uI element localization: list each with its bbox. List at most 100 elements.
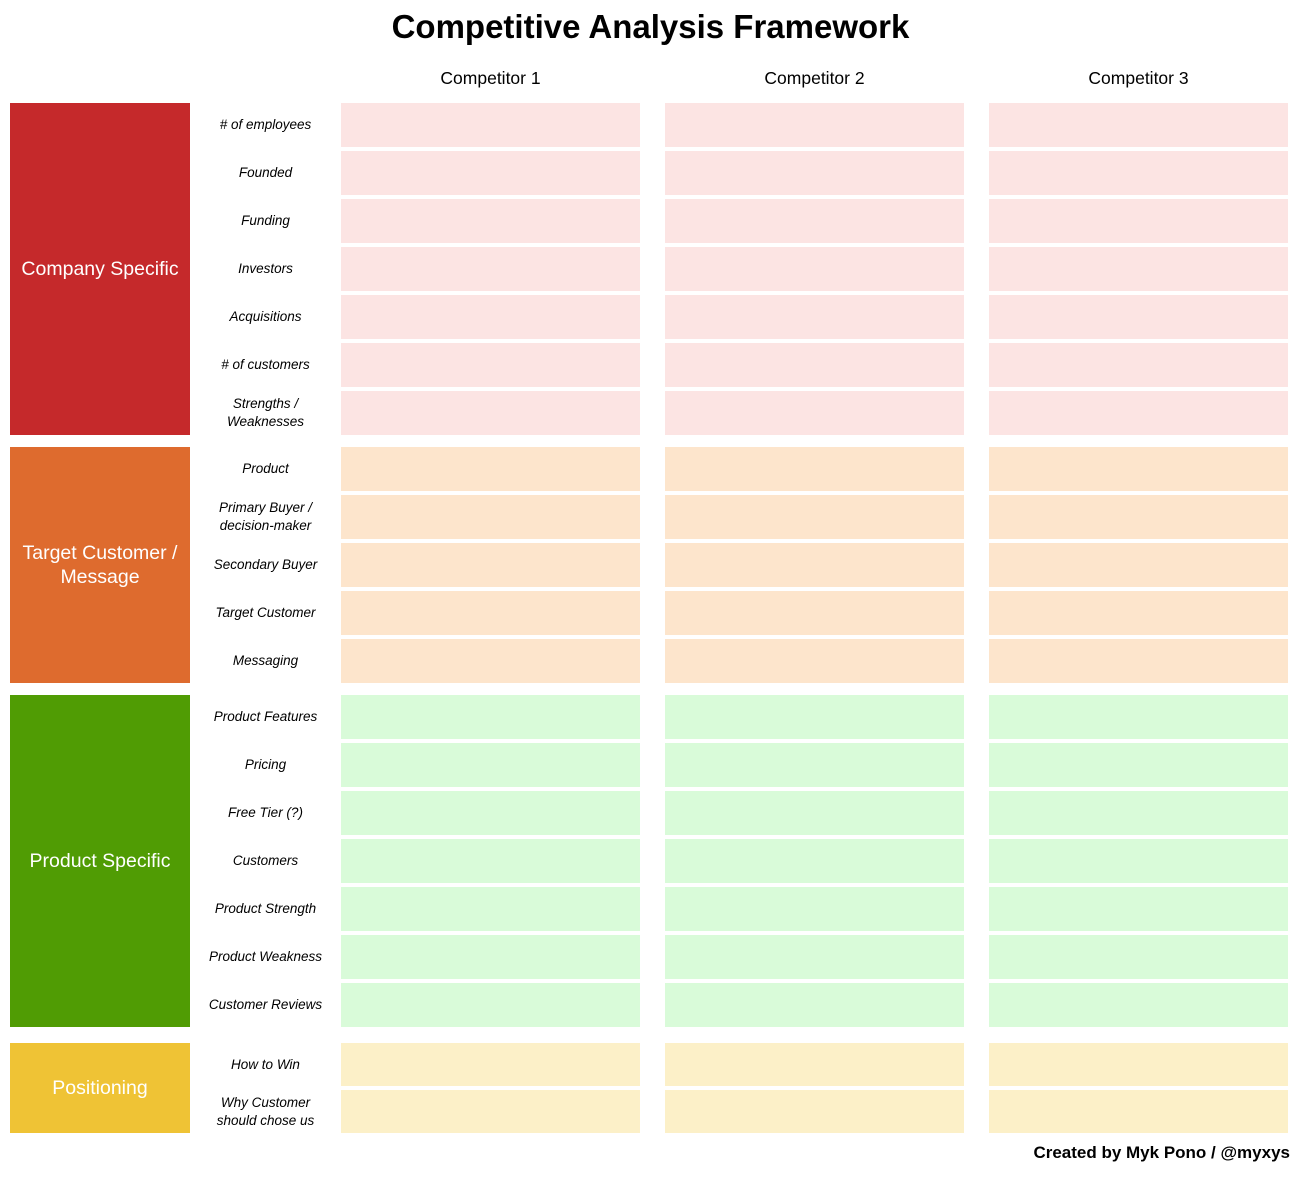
table-cell — [989, 639, 1288, 683]
table-cell — [989, 743, 1288, 787]
row-label: Investors — [238, 261, 293, 277]
competitor-3-column — [989, 695, 1288, 1027]
table-cell — [989, 247, 1288, 291]
table-cell — [665, 591, 964, 635]
row-label: Funding — [241, 213, 290, 229]
competitor-2-header: Competitor 2 — [764, 68, 865, 88]
table-cell — [989, 887, 1288, 931]
table-cell — [341, 295, 640, 339]
row-label: Primary Buyer / decision-maker — [218, 500, 313, 533]
table-cell — [341, 639, 640, 683]
table-cell — [989, 839, 1288, 883]
group-product-specific: Product Specific Product Features Pricin… — [10, 695, 1301, 1027]
table-cell — [341, 1043, 640, 1086]
table-cell — [989, 695, 1288, 739]
row-label: How to Win — [231, 1056, 300, 1072]
table-cell — [989, 447, 1288, 491]
table-cell — [665, 295, 964, 339]
competitor-2-column — [665, 103, 964, 435]
category-label: Positioning — [52, 1076, 148, 1099]
table-cell — [665, 983, 964, 1027]
table-cell — [989, 151, 1288, 195]
row-label: Product Features — [213, 709, 318, 725]
table-cell — [341, 695, 640, 739]
table-cell — [341, 543, 640, 587]
competitor-1-column — [341, 1043, 640, 1133]
competitor-1-header: Competitor 1 — [440, 68, 541, 88]
competitor-header-row: Competitor 1 Competitor 2 Competitor 3 — [341, 68, 1301, 89]
table-cell — [341, 247, 640, 291]
table-cell — [341, 447, 640, 491]
row-label: Acquisitions — [229, 309, 302, 325]
table-cell — [665, 151, 964, 195]
row-label: Product Weakness — [208, 949, 323, 965]
row-label-column: Product Primary Buyer / decision-maker S… — [190, 447, 341, 683]
table-cell — [341, 391, 640, 435]
competitor-1-column — [341, 447, 640, 683]
row-label: # of employees — [219, 117, 312, 133]
table-cell — [665, 495, 964, 539]
category-block: Positioning — [10, 1043, 190, 1133]
table-cell — [989, 495, 1288, 539]
table-cell — [341, 743, 640, 787]
table-cell — [665, 543, 964, 587]
group-company-specific: Company Specific # of employees Founded … — [10, 103, 1301, 435]
competitor-cell-columns — [341, 447, 1288, 683]
table-cell — [989, 199, 1288, 243]
table-cell — [989, 1043, 1288, 1086]
row-label: Free Tier (?) — [228, 805, 303, 821]
table-cell — [665, 199, 964, 243]
table-cell — [341, 935, 640, 979]
table-cell — [665, 447, 964, 491]
table-cell — [341, 103, 640, 147]
row-label: Pricing — [244, 757, 287, 773]
competitor-1-column — [341, 695, 640, 1027]
category-label: Target Customer / Message — [22, 541, 178, 588]
table-cell — [341, 591, 640, 635]
table-cell — [665, 1090, 964, 1133]
competitor-cell-columns — [341, 1043, 1288, 1133]
category-block: Company Specific — [10, 103, 190, 435]
table-cell — [665, 695, 964, 739]
competitor-3-column — [989, 103, 1288, 435]
row-label: Secondary Buyer — [213, 557, 318, 573]
table-cell — [989, 791, 1288, 835]
row-label: Product Strength — [214, 901, 317, 917]
row-label: Founded — [238, 165, 293, 181]
table-cell — [989, 343, 1288, 387]
table-cell — [665, 343, 964, 387]
page-title: Competitive Analysis Framework — [391, 8, 910, 45]
group-target-customer-message: Target Customer / Message Product Primar… — [10, 447, 1301, 683]
competitor-cell-columns — [341, 103, 1288, 435]
category-label: Product Specific — [29, 849, 171, 872]
group-positioning: Positioning How to Win Why Customer shou… — [10, 1043, 1301, 1133]
table-cell — [665, 103, 964, 147]
table-cell — [665, 1043, 964, 1086]
competitor-2-column — [665, 695, 964, 1027]
category-label: Company Specific — [21, 257, 179, 280]
table-cell — [341, 199, 640, 243]
table-cell — [665, 935, 964, 979]
table-cell — [989, 1090, 1288, 1133]
competitor-2-column — [665, 447, 964, 683]
competitor-3-header: Competitor 3 — [1088, 68, 1189, 88]
table-cell — [341, 151, 640, 195]
table-cell — [665, 743, 964, 787]
row-label: Customer Reviews — [208, 997, 323, 1013]
row-label: Product — [242, 461, 289, 477]
competitor-3-column — [989, 447, 1288, 683]
table-cell — [341, 839, 640, 883]
table-cell — [341, 887, 640, 931]
table-cell — [989, 935, 1288, 979]
table-cell — [665, 391, 964, 435]
row-label-column: Product Features Pricing Free Tier (?) C… — [190, 695, 341, 1027]
table-cell — [341, 343, 640, 387]
row-label: Target Customer — [215, 605, 316, 621]
table-cell — [665, 839, 964, 883]
table-cell — [341, 495, 640, 539]
row-label: Messaging — [232, 653, 299, 669]
table-cell — [989, 295, 1288, 339]
table-cell — [341, 791, 640, 835]
table-cell — [989, 391, 1288, 435]
